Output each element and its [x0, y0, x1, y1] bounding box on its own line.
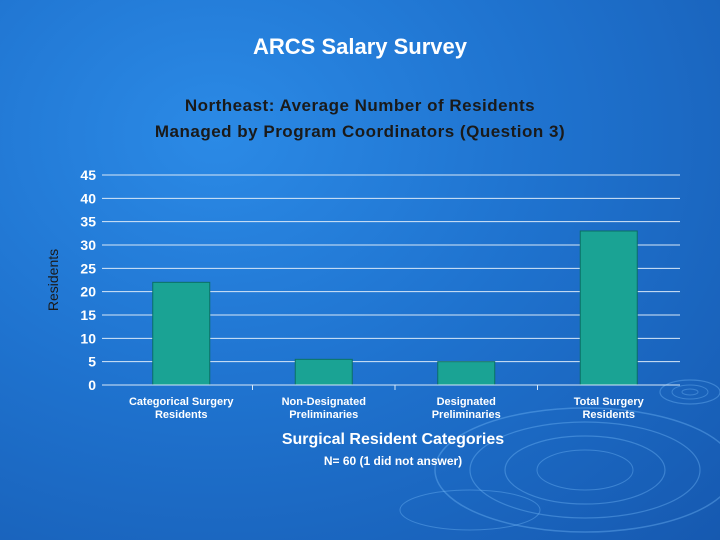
x-category-labels: Categorical SurgeryResidentsNon-Designat…	[129, 396, 645, 421]
x-category-label: Total Surgery	[574, 396, 645, 408]
y-tick-label: 30	[80, 237, 96, 253]
y-axis-label: Residents	[45, 249, 61, 311]
slide-title: ARCS Salary Survey	[253, 34, 467, 59]
x-category-label: Categorical Surgery	[129, 396, 234, 408]
sample-size-note: N= 60 (1 did not answer)	[324, 454, 462, 468]
bar	[579, 230, 638, 386]
chart-title-line-2: Managed by Program Coordinators (Questio…	[155, 122, 565, 141]
chart-title-line-1: Northeast: Average Number of Residents	[185, 96, 535, 115]
bars	[152, 230, 638, 386]
y-tick-label: 35	[80, 214, 96, 230]
y-tick-labels: 0 5 10 15 20 25 30 35 40 45	[80, 167, 96, 393]
y-tick-label: 5	[88, 354, 96, 370]
y-tick-label: 25	[80, 260, 96, 276]
x-category-label: Residents	[582, 409, 635, 421]
y-tick-label: 40	[80, 190, 96, 206]
bar	[152, 281, 211, 386]
x-category-label: Non-Designated	[282, 396, 366, 408]
y-tick-label: 15	[80, 307, 96, 323]
y-tick-label: 0	[88, 377, 96, 393]
y-tick-label: 20	[80, 284, 96, 300]
bar	[294, 358, 353, 386]
x-category-label: Preliminaries	[289, 409, 358, 421]
chart-title: Northeast: Average Number of Residents M…	[155, 96, 565, 141]
x-category-label: Residents	[155, 409, 208, 421]
y-tick-label: 10	[80, 330, 96, 346]
x-category-label: Preliminaries	[432, 409, 501, 421]
y-tick-label: 45	[80, 167, 96, 183]
x-category-label: Designated	[437, 396, 496, 408]
x-axis-title: Surgical Resident Categories	[282, 431, 504, 448]
bar	[437, 361, 496, 386]
